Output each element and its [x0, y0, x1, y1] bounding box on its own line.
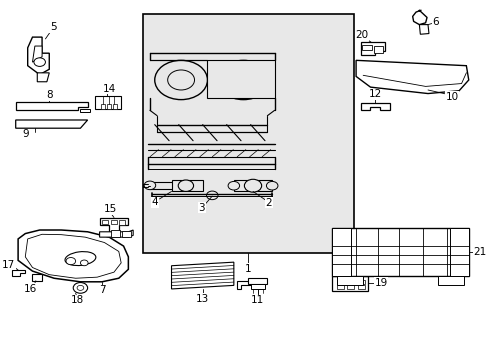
Text: 11: 11	[251, 296, 264, 305]
Text: 13: 13	[196, 294, 209, 303]
Bar	[142, 14, 353, 253]
Circle shape	[73, 283, 87, 293]
Bar	[110, 230, 120, 237]
Bar	[331, 228, 468, 276]
Circle shape	[244, 179, 261, 192]
Bar	[106, 104, 111, 109]
Text: 6: 6	[431, 17, 438, 27]
Bar	[336, 280, 343, 284]
Polygon shape	[80, 109, 90, 112]
Polygon shape	[237, 281, 250, 289]
Bar	[373, 46, 382, 53]
Bar	[95, 96, 121, 109]
Text: 5: 5	[50, 22, 56, 32]
Polygon shape	[32, 46, 42, 62]
Text: 20: 20	[355, 30, 367, 40]
Circle shape	[167, 70, 194, 90]
Text: 9: 9	[22, 129, 29, 139]
Bar	[331, 276, 367, 291]
Text: 19: 19	[374, 278, 387, 288]
Bar	[357, 280, 364, 284]
Polygon shape	[16, 120, 87, 128]
Bar	[101, 104, 105, 109]
Polygon shape	[100, 217, 128, 232]
Text: 8: 8	[46, 90, 53, 100]
Text: 1: 1	[244, 264, 251, 274]
Circle shape	[266, 181, 277, 190]
Circle shape	[227, 181, 239, 190]
Polygon shape	[171, 180, 202, 192]
Polygon shape	[360, 42, 384, 55]
Circle shape	[175, 181, 186, 190]
Bar	[448, 228, 468, 276]
Circle shape	[77, 285, 83, 291]
Polygon shape	[37, 73, 49, 82]
Bar	[110, 220, 117, 224]
Circle shape	[66, 257, 76, 265]
Polygon shape	[248, 278, 267, 284]
Bar	[347, 280, 353, 284]
Circle shape	[34, 58, 45, 66]
Text: 2: 2	[265, 198, 272, 207]
Polygon shape	[25, 234, 121, 278]
Bar	[331, 228, 350, 276]
Text: 21: 21	[472, 247, 486, 257]
Polygon shape	[28, 37, 49, 75]
Polygon shape	[100, 230, 133, 237]
Text: 10: 10	[445, 92, 458, 102]
Bar	[102, 220, 108, 224]
Bar	[336, 285, 343, 289]
Text: 17: 17	[2, 260, 15, 270]
Bar	[437, 276, 463, 285]
Polygon shape	[233, 180, 272, 192]
Polygon shape	[150, 60, 274, 98]
Bar	[347, 285, 353, 289]
Circle shape	[154, 60, 207, 100]
Text: 4: 4	[151, 197, 158, 207]
Polygon shape	[16, 102, 87, 111]
Text: 14: 14	[102, 84, 116, 94]
Polygon shape	[171, 262, 233, 289]
Text: 12: 12	[368, 89, 381, 99]
Polygon shape	[250, 284, 264, 289]
Circle shape	[178, 180, 193, 192]
Bar	[112, 104, 117, 109]
Bar	[362, 45, 371, 50]
Text: 15: 15	[104, 204, 117, 214]
Bar	[122, 231, 130, 237]
Text: 3: 3	[198, 203, 204, 213]
Polygon shape	[32, 274, 42, 281]
Bar	[119, 220, 125, 225]
Circle shape	[144, 181, 155, 190]
Text: 18: 18	[70, 296, 83, 305]
Polygon shape	[355, 60, 468, 94]
Text: 16: 16	[23, 284, 37, 294]
Polygon shape	[360, 103, 389, 111]
Bar	[336, 276, 363, 285]
Polygon shape	[419, 24, 428, 34]
Polygon shape	[150, 182, 181, 189]
Circle shape	[206, 191, 218, 200]
Ellipse shape	[65, 252, 96, 266]
Circle shape	[217, 60, 269, 100]
Polygon shape	[12, 270, 25, 276]
Polygon shape	[18, 230, 128, 282]
Circle shape	[80, 260, 88, 266]
Bar	[357, 285, 364, 289]
Circle shape	[229, 70, 256, 90]
Text: 7: 7	[99, 285, 105, 295]
